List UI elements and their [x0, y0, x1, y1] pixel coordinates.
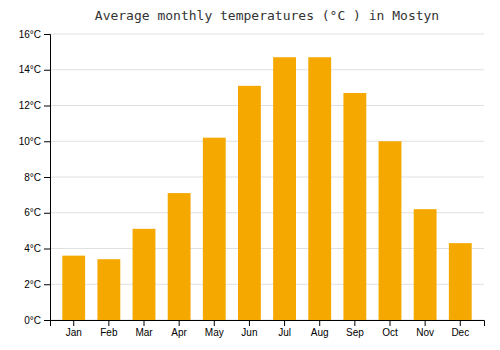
x-tick: Aug [311, 320, 329, 338]
bar [203, 138, 226, 320]
y-tick-label: 12°C [19, 100, 41, 111]
y-tick-mark [44, 106, 50, 107]
y-tick-mark [44, 213, 50, 214]
x-tick: Sep [346, 320, 364, 338]
title: Average monthly temperatures (°C ) in Mo… [95, 8, 439, 23]
grid-line [50, 177, 484, 178]
x-tick-mark [425, 320, 426, 326]
bar [449, 243, 472, 320]
x-tick: Jul [278, 320, 291, 338]
x-tick: Jun [241, 320, 257, 338]
x-tick-label: Apr [171, 327, 187, 338]
x-tick-label: Jun [241, 327, 257, 338]
bar [308, 57, 331, 320]
y-tick: 8°C [24, 172, 50, 183]
y-tick-label: 8°C [24, 172, 41, 183]
y-tick: 12°C [19, 100, 50, 111]
y-axis: 0°C 2°C 4°C 6°C 8°C 10°C 12°C 14°C 16°C [19, 29, 51, 326]
x-tick: May [205, 320, 224, 338]
x-tick-mark [460, 320, 461, 326]
x-tick-mark [319, 320, 320, 326]
bar [238, 86, 261, 320]
y-tick-mark [44, 320, 50, 321]
x-tick: Nov [416, 320, 434, 338]
x-axis: Jan Feb Mar Apr May Jun Jul Aug Sep Oct Nov Dec [51, 320, 485, 338]
chart: 0°C 2°C 4°C 6°C 8°C 10°C 12°C 14°C 16°C Jan Feb Mar… [0, 0, 500, 350]
y-axis-line [44, 35, 51, 321]
y-tick-label: 16°C [19, 29, 41, 40]
bar [343, 93, 366, 320]
y-tick-mark [44, 284, 50, 285]
grid-line [50, 141, 484, 142]
x-tick-label: Jan [66, 327, 82, 338]
y-tick-label: 14°C [19, 64, 41, 75]
x-tick-label: Dec [451, 327, 469, 338]
x-tick-label: Sep [346, 327, 364, 338]
grid-line [50, 105, 484, 106]
plot: 0°C 2°C 4°C 6°C 8°C 10°C 12°C 14°C 16°C Jan Feb Mar… [19, 29, 485, 338]
grid [50, 34, 484, 320]
grid-line [50, 69, 484, 70]
x-tick-label: May [205, 327, 224, 338]
x-tick-mark [354, 320, 355, 326]
y-tick: 14°C [19, 64, 50, 75]
x-tick-mark [214, 320, 215, 326]
y-tick-label: 2°C [24, 279, 41, 290]
x-axis-line [51, 321, 485, 327]
bar [62, 256, 85, 320]
x-tick-mark [389, 320, 390, 326]
x-tick-label: Oct [382, 327, 398, 338]
bar [133, 229, 156, 320]
x-tick-label: Aug [311, 327, 329, 338]
x-tick-mark [144, 320, 145, 326]
y-tick: 10°C [19, 136, 50, 147]
bar [414, 209, 437, 320]
y-tick: 6°C [24, 207, 50, 218]
y-tick-label: 6°C [24, 207, 41, 218]
y-tick-mark [44, 34, 50, 35]
grid-line [50, 34, 484, 35]
y-tick-mark [44, 177, 50, 178]
x-tick-mark [249, 320, 250, 326]
x-tick: Dec [451, 320, 469, 338]
x-tick-label: Jul [278, 327, 291, 338]
x-tick-mark [73, 320, 74, 326]
y-tick: 16°C [19, 29, 50, 40]
bar [97, 259, 120, 320]
y-tick-label: 0°C [24, 315, 41, 326]
y-tick-label: 4°C [24, 243, 41, 254]
y-tick: 4°C [24, 243, 50, 254]
x-tick: Mar [135, 320, 153, 338]
x-tick-mark [284, 320, 285, 326]
x-tick-label: Nov [416, 327, 434, 338]
bar [168, 193, 191, 320]
bar [379, 141, 402, 320]
x-tick: Apr [171, 320, 187, 338]
x-tick-label: Feb [100, 327, 118, 338]
x-tick-mark [179, 320, 180, 326]
y-tick-label: 10°C [19, 136, 41, 147]
y-tick: 0°C [24, 315, 50, 326]
bar [273, 57, 296, 320]
y-tick: 2°C [24, 279, 50, 290]
y-tick-mark [44, 141, 50, 142]
x-tick: Feb [100, 320, 118, 338]
x-tick-mark [108, 320, 109, 326]
bars [62, 57, 471, 320]
x-tick: Oct [382, 320, 398, 338]
y-tick-mark [44, 70, 50, 71]
x-tick-label: Mar [135, 327, 153, 338]
y-tick-mark [44, 249, 50, 250]
x-tick: Jan [66, 320, 82, 338]
